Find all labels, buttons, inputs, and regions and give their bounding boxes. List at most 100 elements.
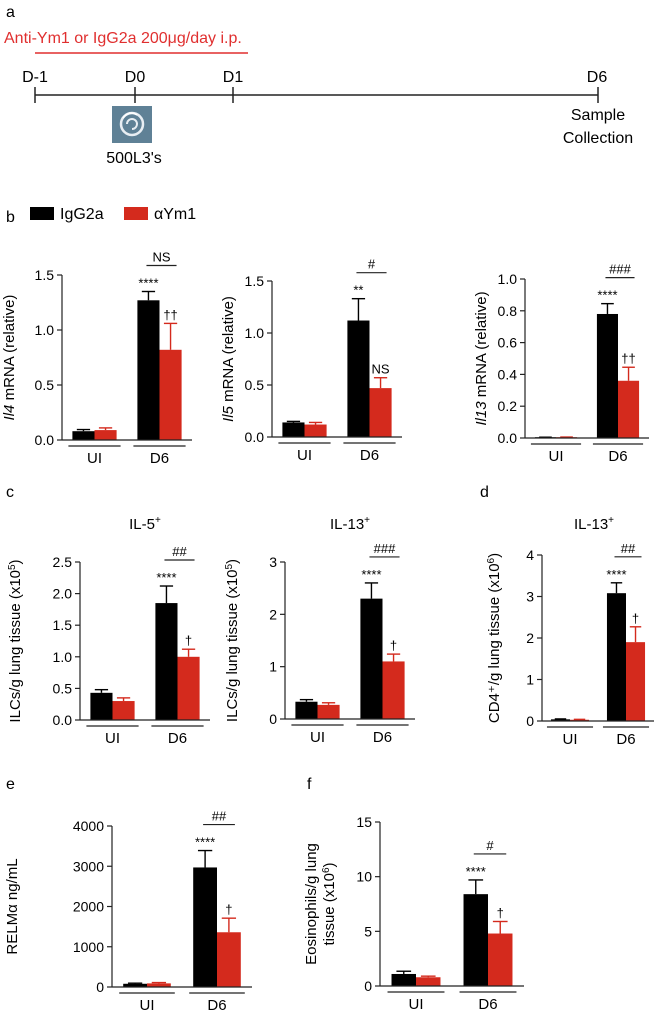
chart-il4: 0.0 0.5 1.0 1.5 UI D6 **** †† NS Il4 mRNA (relati…: [1, 250, 192, 467]
chart-title: IL-5+: [129, 515, 161, 533]
y-tick-label: 2: [269, 606, 277, 622]
sig-mark-comparison: #: [368, 257, 376, 272]
panel-label-d: d: [480, 484, 489, 501]
bar-aym1-d6: [369, 388, 392, 437]
y-tick-label: 2.5: [53, 554, 73, 570]
chart-relm: 0 1000 2000 3000 4000 UI D6 **** † ## RELMα ng/mL: [4, 809, 252, 1014]
bar-igg2a-ui: [550, 719, 570, 721]
y-tick-label: 2.0: [53, 586, 73, 602]
bar-igg2a-d6: [463, 894, 488, 986]
y-tick-label: 0.0: [498, 430, 518, 446]
chart-il5_ilc: 0.0 0.5 1.0 1.5 2.0 2.5 UI D6 **** † ## IL-5+ ILCs/g…: [7, 515, 210, 747]
y-tick-label: 0: [364, 978, 372, 994]
x-tick-label-d6: D6: [360, 447, 379, 464]
x-tick-label-ui: UI: [549, 448, 564, 465]
y-tick-label: 0.6: [498, 335, 518, 351]
panel-label-c: c: [6, 484, 14, 501]
bar-igg2a-d6: [137, 300, 160, 440]
chart-title: IL-13+: [330, 515, 370, 533]
bar-aym1-ui: [317, 704, 340, 719]
legend-swatch-igg2a: [30, 207, 54, 220]
bar-igg2a-d6: [360, 598, 383, 719]
y-tick-label: 0.5: [35, 377, 55, 393]
larva-icon: [112, 106, 152, 143]
chart-il13_ilc: 0 1 2 3 UI D6 **** † ### IL-13+ ILCs/g lung tissue…: [224, 515, 415, 746]
bar-igg2a-ui: [282, 422, 305, 437]
bar-aym1-ui: [416, 977, 441, 986]
sig-mark-aym1-d6: †: [225, 902, 232, 917]
bar-aym1-d6: [488, 933, 513, 986]
y-axis-label: Il4 mRNA (relative): [1, 295, 18, 421]
x-tick-label-d6: D6: [207, 997, 226, 1014]
chart-il13: 0.0 0.2 0.4 0.6 0.8 1.0 UI D6 **** †† ### Il13 mRNA…: [473, 262, 649, 465]
chart-il5: 0.0 0.5 1.0 1.5 UI D6 ** NS # Il5 mRNA (relative): [220, 257, 402, 464]
sig-mark-aym1-d6: NS: [372, 362, 390, 377]
chart-title: IL-13+: [574, 515, 614, 533]
y-tick-label: 2000: [73, 899, 104, 915]
sig-mark-comparison: ##: [621, 541, 636, 556]
x-tick-label-ui: UI: [87, 450, 102, 467]
sig-mark-comparison: ##: [172, 544, 187, 559]
y-tick-label: 1.5: [245, 273, 265, 289]
y-tick-label: 0: [526, 713, 534, 729]
panel-label-a: a: [6, 4, 15, 21]
bar-aym1-d6: [382, 661, 405, 719]
panel-label-e: e: [6, 776, 15, 793]
x-tick-label-d6: D6: [373, 729, 392, 746]
bar-aym1-ui: [94, 430, 117, 440]
y-tick-label: 3: [269, 554, 277, 570]
bar-aym1-ui: [570, 719, 590, 721]
sig-mark-comparison: ##: [212, 809, 227, 824]
bar-aym1-d6: [177, 656, 200, 720]
y-tick-label: 1.0: [35, 322, 55, 338]
bar-aym1-d6: [159, 349, 182, 440]
sig-mark-aym1-d6: †: [632, 611, 639, 626]
y-tick-label: 1: [269, 659, 277, 675]
y-axis-label: ILCs/g lung tissue (x105): [224, 559, 241, 722]
x-tick-label-ui: UI: [563, 731, 578, 748]
y-tick-label: 4: [526, 547, 534, 563]
y-tick-label: 0.8: [498, 303, 518, 319]
sig-mark-comparison: #: [486, 838, 494, 853]
bar-aym1-ui: [112, 701, 135, 720]
sig-mark-igg2a-d6: ****: [195, 835, 215, 850]
sig-mark-igg2a-d6: ****: [597, 288, 617, 303]
bar-igg2a-d6: [193, 867, 217, 987]
x-tick-label-d6: D6: [608, 448, 627, 465]
x-tick-label-ui: UI: [140, 997, 155, 1014]
panel-a-timeline: a Anti-Ym1 or IgG2a 200μg/day i.p. D-1 D…: [4, 4, 633, 167]
panel-label-b: b: [6, 209, 15, 226]
panel-label-f: f: [307, 776, 312, 793]
sig-mark-igg2a-d6: **: [353, 283, 363, 298]
x-tick-label-ui: UI: [297, 447, 312, 464]
legend: IgG2a αYm1: [30, 206, 196, 223]
y-axis-label: Il13 mRNA (relative): [473, 291, 490, 425]
bar-igg2a-d6: [155, 603, 178, 720]
y-tick-label: 1.5: [35, 267, 55, 283]
day-label-dm1: D-1: [22, 69, 48, 86]
bar-igg2a-d6: [347, 320, 370, 437]
y-tick-label: 0.0: [53, 712, 73, 728]
bar-igg2a-ui: [391, 973, 416, 986]
legend-label-igg2a: IgG2a: [60, 206, 104, 223]
y-tick-label: 0.2: [498, 398, 518, 414]
sig-mark-aym1-d6: ††: [621, 351, 635, 366]
x-tick-label-d6: D6: [478, 996, 497, 1013]
y-tick-label: 1000: [73, 939, 104, 955]
bar-aym1-ui: [147, 983, 171, 987]
sig-mark-igg2a-d6: ****: [156, 570, 176, 585]
y-tick-label: 0: [269, 711, 277, 727]
x-tick-label-ui: UI: [409, 996, 424, 1013]
y-tick-label: 1.0: [245, 325, 265, 341]
bar-igg2a-d6: [606, 593, 626, 721]
y-axis-label: CD4⁺/g lung tissue (x106): [486, 553, 503, 723]
bar-aym1-d6: [618, 380, 640, 438]
bar-igg2a-d6: [596, 313, 618, 438]
legend-label-aym1: αYm1: [154, 206, 196, 223]
x-tick-label-d6: D6: [168, 730, 187, 747]
y-tick-label: 10: [356, 869, 372, 885]
sig-mark-aym1-d6: †: [185, 633, 192, 648]
sig-mark-igg2a-d6: ****: [606, 567, 626, 582]
